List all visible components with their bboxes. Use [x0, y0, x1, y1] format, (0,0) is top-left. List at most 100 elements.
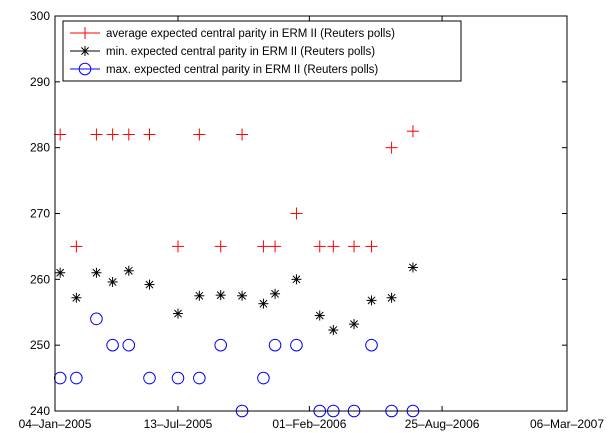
data-point-min	[123, 265, 134, 276]
marker-stroke	[90, 312, 103, 326]
marker-stroke	[143, 371, 156, 385]
plot-frame	[54, 15, 568, 412]
data-point-max	[143, 371, 156, 385]
legend-marker	[80, 46, 90, 56]
data-point-min	[258, 298, 269, 309]
marker-stroke	[92, 268, 101, 277]
legend-entry-average: average expected central parity in ERM I…	[70, 27, 395, 40]
legend-label: average expected central parity in ERM I…	[106, 28, 395, 40]
data-point-max	[171, 371, 185, 385]
marker-stroke	[271, 289, 280, 298]
data-point-min	[349, 319, 360, 330]
data-point-min	[237, 290, 248, 301]
marker-stroke	[145, 280, 154, 289]
data-point-max	[70, 371, 83, 385]
y-tick-label: 260	[30, 272, 50, 286]
marker-stroke	[174, 309, 182, 318]
marker-stroke	[214, 338, 228, 352]
data-point-average	[348, 240, 361, 253]
data-point-max	[257, 371, 270, 385]
data-point-max	[365, 338, 378, 352]
legend-entry-min: min. expected central parity in ERM II (…	[70, 46, 375, 58]
marker-stroke	[124, 266, 133, 275]
marker-stroke	[290, 338, 303, 352]
marker-stroke	[238, 291, 247, 300]
legend-marker	[79, 27, 91, 39]
data-point-average	[313, 240, 326, 253]
data-point-average	[70, 240, 83, 253]
data-point-average	[269, 240, 282, 253]
marker-stroke	[365, 338, 378, 352]
marker-stroke	[216, 291, 225, 300]
data-point-max	[53, 371, 67, 385]
data-point-min	[270, 288, 281, 299]
series-average	[54, 125, 419, 253]
x-tick-label: 25–Aug–2006	[405, 417, 480, 431]
marker-stroke	[70, 371, 83, 385]
series-max	[53, 312, 420, 418]
legend-label: max. expected central parity in ERM II (…	[106, 64, 378, 76]
data-point-average	[214, 240, 227, 253]
marker-stroke	[122, 338, 136, 352]
marker-stroke	[81, 47, 89, 55]
marker-stroke	[315, 311, 324, 320]
marker-stroke	[72, 293, 81, 302]
data-point-min	[144, 279, 155, 290]
data-marks	[53, 125, 420, 418]
marker-stroke	[195, 291, 204, 300]
marker-stroke	[171, 371, 185, 385]
legend-box	[62, 20, 462, 82]
marker-stroke	[268, 338, 282, 352]
marker-stroke	[56, 268, 65, 277]
data-point-min	[328, 325, 339, 336]
marker-stroke	[350, 320, 358, 329]
marker-stroke	[257, 371, 270, 385]
x-tick-label: 01–Feb–2006	[272, 417, 346, 431]
data-point-max	[122, 338, 136, 352]
x-tick-label: 04–Jan–2005	[19, 417, 92, 431]
data-point-average	[257, 240, 270, 253]
marker-stroke	[387, 293, 396, 302]
x-tick-label: 13–Jul–2005	[144, 417, 213, 431]
data-point-average	[143, 128, 156, 141]
data-point-max	[106, 338, 119, 352]
data-point-min	[314, 310, 325, 321]
marker-stroke	[53, 371, 67, 385]
y-tick-label: 290	[30, 75, 50, 89]
data-point-max	[268, 338, 282, 352]
marker-stroke	[292, 275, 301, 284]
marker-stroke	[367, 296, 376, 305]
marker-stroke	[108, 278, 117, 286]
legend-entry-max: max. expected central parity in ERM II (…	[70, 62, 378, 76]
data-point-average	[90, 128, 103, 141]
data-point-average	[290, 207, 303, 220]
y-tick-label: 250	[30, 338, 50, 352]
marker-stroke	[408, 263, 417, 272]
data-point-average	[385, 141, 398, 154]
y-tick-label: 300	[30, 9, 50, 23]
plot-area	[55, 16, 567, 411]
legend-label: min. expected central parity in ERM II (…	[106, 46, 375, 58]
data-point-average	[193, 128, 206, 141]
legend-marker	[78, 62, 92, 76]
data-point-average	[406, 125, 419, 138]
legend: average expected central parity in ERM I…	[62, 20, 462, 82]
data-point-min	[194, 290, 205, 301]
data-point-min	[55, 267, 66, 278]
data-point-min	[215, 290, 226, 301]
data-point-average	[327, 240, 340, 253]
data-point-min	[71, 292, 82, 303]
data-point-average	[106, 128, 119, 141]
data-point-max	[90, 312, 103, 326]
data-point-average	[54, 128, 67, 141]
marker-stroke	[78, 62, 92, 76]
axis-ticks: 240 250 260 270 280 290 300 04–Jan–2005 13–Jul–2…	[19, 9, 605, 431]
marker-stroke	[106, 338, 119, 352]
y-tick-label: 240	[30, 404, 50, 418]
data-point-max	[193, 371, 206, 385]
data-point-min	[386, 292, 397, 303]
data-point-min	[91, 267, 102, 278]
y-tick-label: 270	[30, 207, 50, 221]
x-tick-label: 06–Mar–2007	[530, 417, 604, 431]
